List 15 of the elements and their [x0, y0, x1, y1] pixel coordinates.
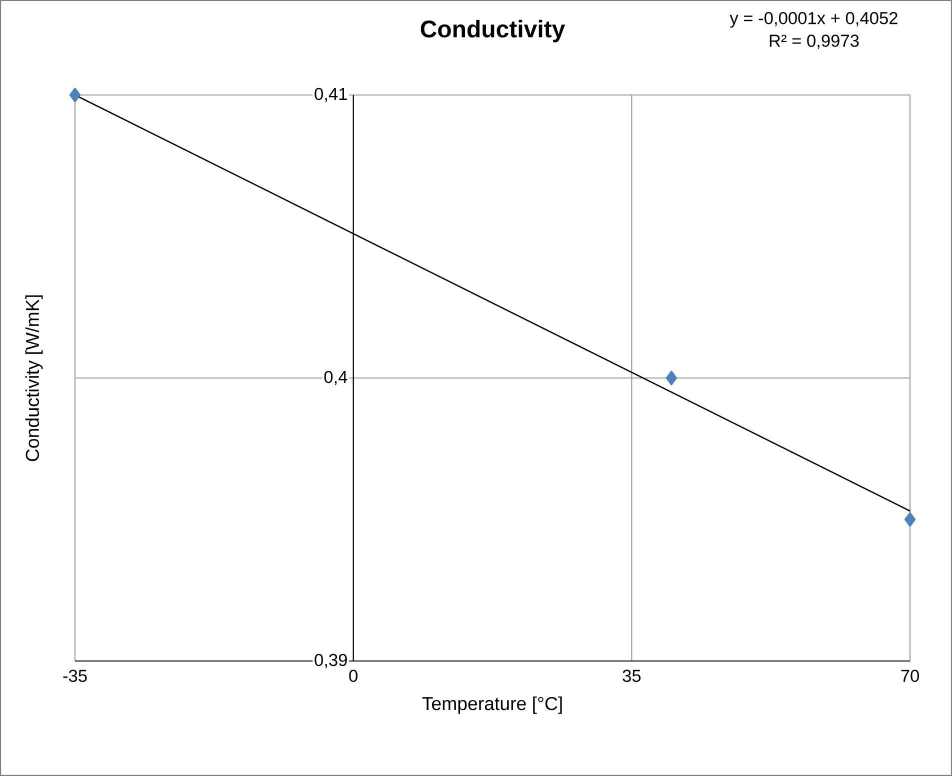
- y-axis-title: Conductivity [W/mK]: [25, 295, 43, 462]
- x-tick-label: -35: [63, 670, 87, 682]
- x-tick-label: 70: [901, 670, 919, 682]
- x-tick-label: 35: [622, 670, 641, 682]
- point: [666, 370, 678, 386]
- text: y = -0,0001x + 0,4052: [730, 12, 898, 28]
- y-tick-label: 0,41: [314, 88, 347, 102]
- x-tick-label: 0: [349, 670, 358, 682]
- point: [904, 512, 916, 527]
- y-tick-label: 0,4: [324, 370, 348, 386]
- chart-title: Conductivity: [420, 20, 566, 42]
- point: [69, 88, 81, 102]
- text: R² = 0,9973: [770, 34, 859, 49]
- y-tick-label: 0,39: [314, 654, 347, 668]
- x-axis-title: Temperature [°C]: [422, 696, 562, 714]
